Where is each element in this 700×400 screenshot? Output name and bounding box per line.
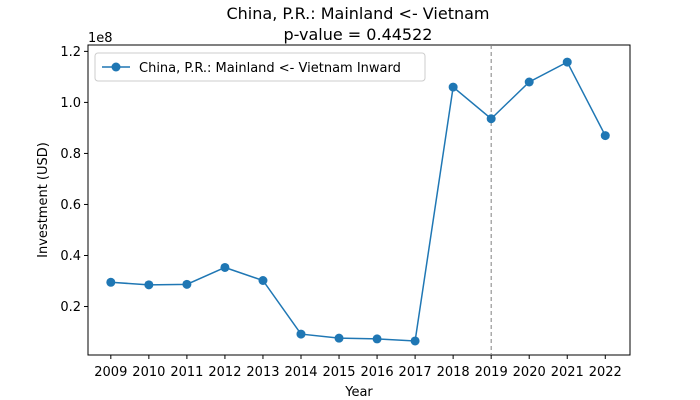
x-tick-label: 2014	[284, 365, 317, 380]
data-point	[296, 329, 306, 339]
y-tick-label: 0.6	[60, 198, 81, 213]
x-tick-label: 2012	[208, 365, 241, 380]
x-axis-ticks: 2009 2010 2011 2012 2013 2014 2015 2016 2017 2018…	[94, 355, 622, 380]
chart-title: China, P.R.: Mainland <- Vietnam	[226, 4, 489, 23]
x-axis-label: Year	[344, 385, 373, 400]
x-tick-label: 2019	[475, 365, 508, 380]
y-axis-label: Investment (USD)	[36, 142, 51, 258]
x-tick-label: 2022	[589, 365, 622, 380]
plot-area-frame	[87, 44, 631, 356]
y-tick-label: 0.8	[60, 147, 81, 162]
x-tick-label: 2011	[170, 365, 203, 380]
data-point	[562, 57, 572, 67]
data-point	[448, 82, 458, 92]
y-axis-ticks: 0.2 0.4 0.6 0.8 1.0 1.2	[60, 45, 88, 315]
data-point	[410, 336, 420, 346]
legend-box	[94, 52, 426, 82]
data-point	[524, 77, 534, 87]
x-tick-label: 2010	[132, 365, 165, 380]
y-tick-label: 1.2	[60, 45, 81, 60]
data-point	[106, 277, 116, 287]
x-tick-label: 2009	[94, 365, 127, 380]
legend-marker-swatch	[111, 62, 121, 72]
x-tick-label: 2015	[322, 365, 355, 380]
x-tick-label: 2018	[437, 365, 470, 380]
data-point	[372, 334, 382, 344]
data-point	[144, 280, 154, 290]
y-tick-label: 0.2	[60, 300, 81, 315]
data-point	[486, 114, 496, 124]
x-tick-label: 2021	[551, 365, 584, 380]
y-tick-label: 0.4	[60, 249, 81, 264]
x-tick-label: 2020	[513, 365, 546, 380]
y-axis-multiplier: 1e8	[88, 31, 113, 46]
chart-subtitle: p-value = 0.44522	[284, 25, 433, 44]
data-point	[600, 131, 610, 141]
data-point	[334, 333, 344, 343]
x-tick-label: 2017	[399, 365, 432, 380]
data-point	[182, 279, 192, 289]
legend: China, P.R.: Mainland <- Vietnam Inward	[94, 52, 426, 82]
data-point	[258, 275, 268, 285]
x-tick-label: 2016	[361, 365, 394, 380]
data-point	[220, 262, 230, 272]
x-tick-label: 2013	[246, 365, 279, 380]
y-tick-label: 1.0	[60, 96, 81, 111]
series-layer	[106, 57, 610, 346]
series-line	[110, 61, 606, 342]
legend-entry-label: China, P.R.: Mainland <- Vietnam Inward	[139, 61, 401, 76]
